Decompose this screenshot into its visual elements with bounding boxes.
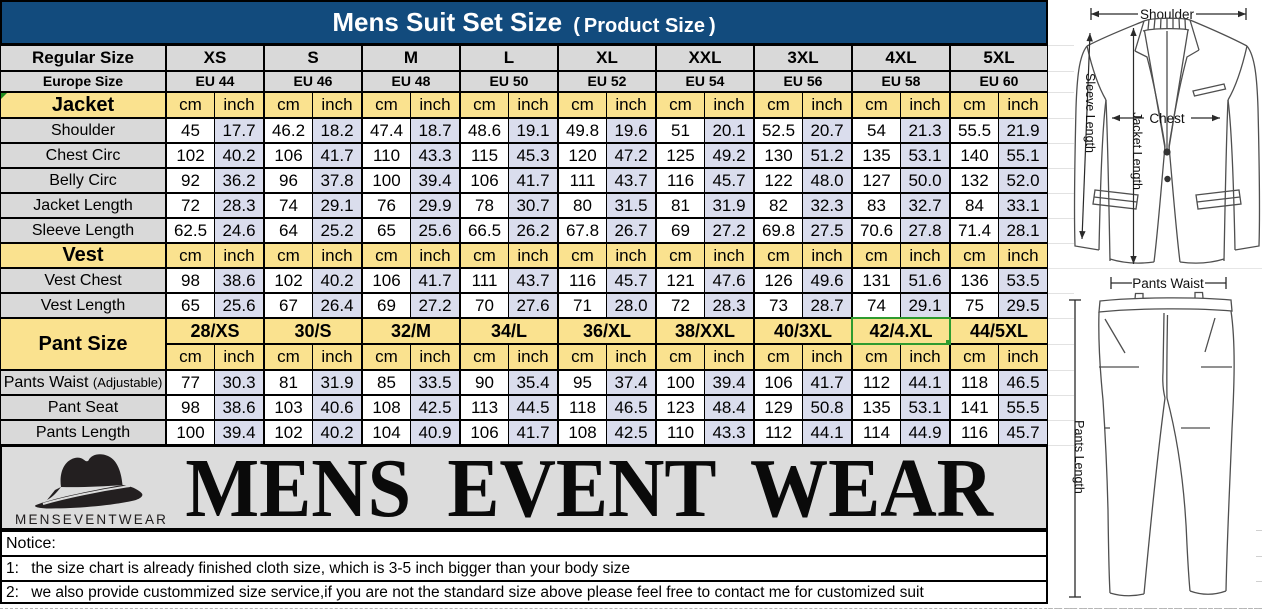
svg-text:Pants Waist: Pants Waist <box>1132 276 1204 291</box>
svg-text:Pants Length: Pants Length <box>1072 420 1086 494</box>
svg-text:Sleeve Length: Sleeve Length <box>1083 73 1097 153</box>
svg-text:Chest: Chest <box>1149 111 1185 126</box>
svg-text:Jacket Length: Jacket Length <box>1130 112 1144 190</box>
